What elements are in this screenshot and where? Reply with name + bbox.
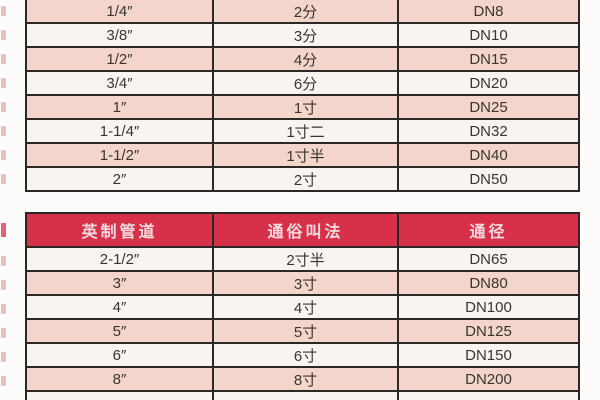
- common-name-cell: 2分: [212, 0, 399, 24]
- left-edge-artifact: [1, 174, 6, 184]
- common-name-cell: 4寸: [212, 294, 399, 320]
- dn-cell: DN8: [397, 0, 580, 24]
- common-name-cell: 3寸: [212, 270, 399, 296]
- common-name-cell: 1寸二: [212, 118, 399, 144]
- common-name-cell: 8寸: [212, 366, 399, 392]
- table-row: 6″ 6寸 DN150: [25, 342, 580, 368]
- header-common-name: 通俗叫法: [212, 212, 399, 248]
- dn-cell: [397, 390, 580, 400]
- inch-cell: 6″: [25, 342, 214, 368]
- inch-cell: 4″: [25, 294, 214, 320]
- dn-cell: DN25: [397, 94, 580, 120]
- inch-cell: 3/4″: [25, 70, 214, 96]
- left-edge-artifact: [1, 256, 6, 266]
- header-imperial-pipe: 英制管道: [25, 212, 214, 248]
- table-row: 1″ 1寸 DN25: [25, 94, 580, 120]
- table-row: 1/2″ 4分 DN15: [25, 46, 580, 72]
- left-edge-artifact: [1, 30, 6, 40]
- table-row: 3/8″ 3分 DN10: [25, 22, 580, 48]
- inch-cell: 2-1/2″: [25, 246, 214, 272]
- table-row: 2″ 2寸 DN50: [25, 166, 580, 192]
- table-row: 3/4″ 6分 DN20: [25, 70, 580, 96]
- left-edge-artifact: [1, 6, 6, 16]
- table-row: 1-1/2″ 1寸半 DN40: [25, 142, 580, 168]
- inch-cell: 3″: [25, 270, 214, 296]
- left-edge-artifact: [1, 304, 6, 314]
- table-row-cropped: [25, 390, 580, 400]
- common-name-cell: 1寸半: [212, 142, 399, 168]
- left-edge-artifact: [1, 328, 6, 338]
- left-edge-artifact: [1, 352, 6, 362]
- inch-cell: 1/4″: [25, 0, 214, 24]
- dn-cell: DN32: [397, 118, 580, 144]
- header-nominal-diameter: 通径: [397, 212, 580, 248]
- dn-cell: DN10: [397, 22, 580, 48]
- common-name-cell: [212, 390, 399, 400]
- dn-cell: DN200: [397, 366, 580, 392]
- table-row: 4″ 4寸 DN100: [25, 294, 580, 320]
- table-row: 1-1/4″ 1寸二 DN32: [25, 118, 580, 144]
- dn-cell: DN65: [397, 246, 580, 272]
- left-edge-artifact: [1, 126, 6, 136]
- inch-cell: 1-1/2″: [25, 142, 214, 168]
- dn-cell: DN15: [397, 46, 580, 72]
- common-name-cell: 1寸: [212, 94, 399, 120]
- left-edge-artifact: [1, 78, 6, 88]
- dn-cell: DN80: [397, 270, 580, 296]
- common-name-cell: 5寸: [212, 318, 399, 344]
- inch-cell: 8″: [25, 366, 214, 392]
- inch-cell: 1/2″: [25, 46, 214, 72]
- left-edge-artifact: [1, 223, 6, 237]
- dn-cell: DN20: [397, 70, 580, 96]
- left-edge-artifact: [1, 150, 6, 160]
- pipe-conversion-table-large-sizes: 英制管道 通俗叫法 通径 2-1/2″ 2寸半 DN65 3″ 3寸 DN80 …: [25, 212, 580, 400]
- inch-cell: 1″: [25, 94, 214, 120]
- dn-cell: DN150: [397, 342, 580, 368]
- left-edge-artifact: [1, 376, 6, 386]
- common-name-cell: 3分: [212, 22, 399, 48]
- left-edge-artifact: [1, 102, 6, 112]
- left-edge-artifact: [1, 280, 6, 290]
- inch-cell: [25, 390, 214, 400]
- table-row: 2-1/2″ 2寸半 DN65: [25, 246, 580, 272]
- common-name-cell: 4分: [212, 46, 399, 72]
- dn-cell: DN40: [397, 142, 580, 168]
- inch-cell: 3/8″: [25, 22, 214, 48]
- inch-cell: 1-1/4″: [25, 118, 214, 144]
- common-name-cell: 2寸: [212, 166, 399, 192]
- table-row: 3″ 3寸 DN80: [25, 270, 580, 296]
- dn-cell: DN125: [397, 318, 580, 344]
- inch-cell: 2″: [25, 166, 214, 192]
- common-name-cell: 6分: [212, 70, 399, 96]
- table-header-row: 英制管道 通俗叫法 通径: [25, 212, 580, 248]
- pipe-conversion-table-small-sizes: 1/4″ 2分 DN8 3/8″ 3分 DN10 1/2″ 4分 DN15 3/…: [25, 0, 580, 192]
- inch-cell: 5″: [25, 318, 214, 344]
- left-edge-artifact: [1, 54, 6, 64]
- common-name-cell: 2寸半: [212, 246, 399, 272]
- table-row: 8″ 8寸 DN200: [25, 366, 580, 392]
- dn-cell: DN50: [397, 166, 580, 192]
- common-name-cell: 6寸: [212, 342, 399, 368]
- dn-cell: DN100: [397, 294, 580, 320]
- table-row: 1/4″ 2分 DN8: [25, 0, 580, 24]
- table-row: 5″ 5寸 DN125: [25, 318, 580, 344]
